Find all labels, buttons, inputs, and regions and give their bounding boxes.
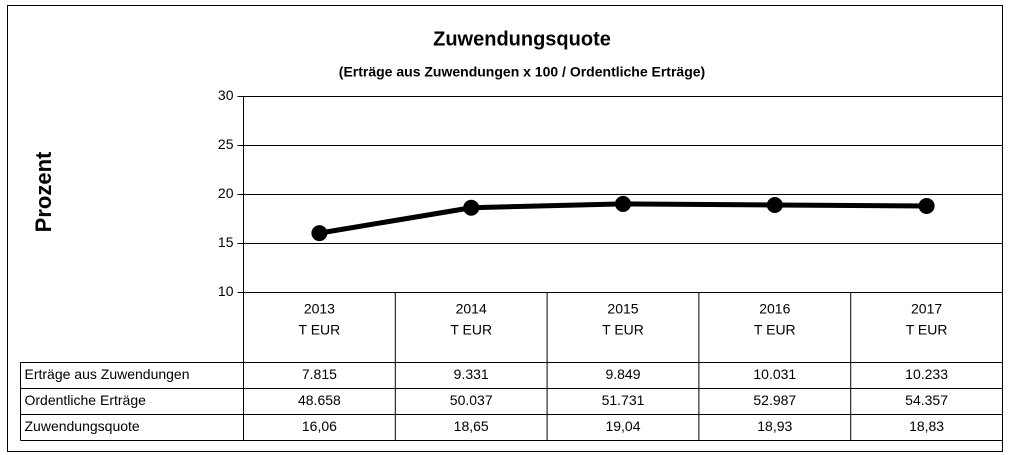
table-cell: 51.731: [602, 392, 645, 408]
table-cell: 9.849: [605, 366, 640, 382]
data-label: 18,83: [909, 418, 944, 434]
x-tick-label: 2013: [304, 301, 335, 317]
data-point: [918, 197, 935, 214]
x-tick-label: 2014: [456, 301, 487, 317]
chart-frame: [7, 5, 1003, 452]
table-cell: 7.815: [302, 366, 337, 382]
category-unit: T EUR: [299, 322, 341, 338]
x-tick-label: 2015: [607, 301, 638, 317]
row-label: Zuwendungsquote: [25, 418, 140, 434]
data-label: 18,93: [757, 418, 792, 434]
table-cell: 9.331: [454, 366, 489, 382]
data-point: [615, 195, 631, 212]
category-unit: T EUR: [754, 322, 796, 338]
category-unit: T EUR: [450, 322, 492, 338]
table-cell: 48.658: [298, 392, 341, 408]
y-tick-label: 20: [218, 185, 234, 201]
table-cell: 10.233: [905, 366, 948, 382]
data-label: 19,04: [605, 418, 640, 434]
data-point: [463, 199, 480, 216]
data-point: [311, 225, 328, 242]
x-tick-label: 2017: [911, 301, 942, 317]
table-cell: 50.037: [450, 392, 493, 408]
y-tick-label: 30: [218, 87, 234, 103]
y-tick-label: 25: [218, 136, 234, 152]
row-label: Ordentliche Erträge: [25, 392, 147, 408]
row-label: Erträge aus Zuwendungen: [25, 366, 190, 382]
category-unit: T EUR: [602, 322, 644, 338]
data-label: 16,06: [302, 418, 337, 434]
y-tick-label: 10: [218, 283, 234, 299]
x-tick-label: 2016: [759, 301, 790, 317]
table-cell: 52.987: [753, 392, 796, 408]
y-axis-label: Prozent: [31, 151, 56, 232]
table-cell: 10.031: [753, 366, 796, 382]
category-unit: T EUR: [906, 322, 948, 338]
data-label: 18,65: [454, 418, 489, 434]
y-tick-label: 15: [218, 234, 234, 250]
table-cell: 54.357: [905, 392, 948, 408]
data-point: [766, 196, 783, 213]
chart-title: Zuwendungsquote: [433, 28, 611, 50]
chart-subtitle: (Erträge aus Zuwendungen x 100 / Ordentl…: [339, 64, 705, 80]
